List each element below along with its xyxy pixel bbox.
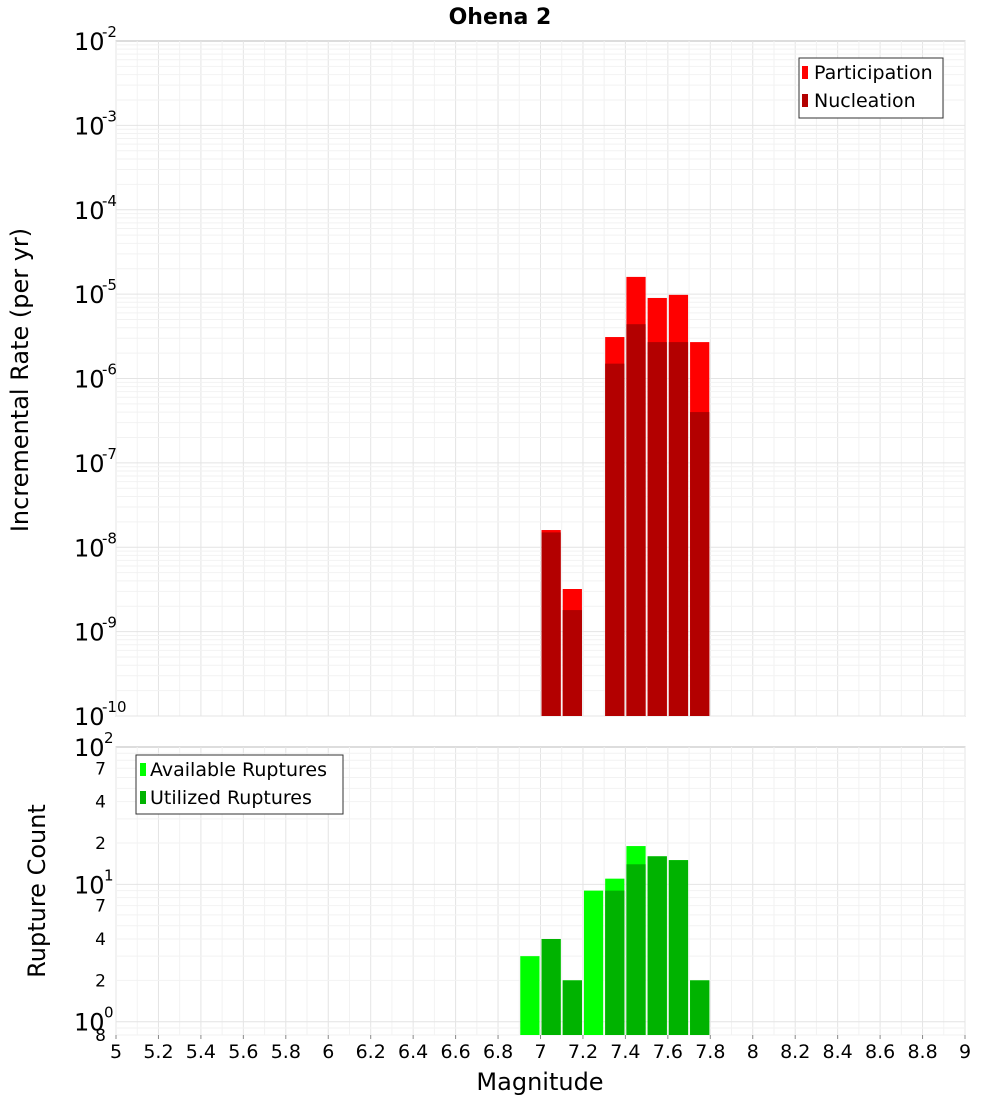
y-tick-exponent: 2 [104,729,114,747]
y-minor-tick-label: 2 [95,834,106,854]
y-tick-label: 10 [74,281,105,309]
count-legend: Available Ruptures Utilized Ruptures [135,754,344,815]
count-bar-utilized-ruptures [668,860,689,1035]
y-tick-label: 10 [74,703,105,731]
y-tick-exponent: -8 [102,529,117,547]
y-tick-exponent: -4 [102,192,117,210]
y-tick-exponent: -5 [102,276,117,294]
x-tick-label: 5.4 [186,1041,216,1063]
y-tick-label: 10 [74,619,105,647]
count-legend-box [135,754,344,815]
legend-label-nucleation: Nucleation [814,90,916,112]
rate-grid [115,41,966,717]
chart-title: Ohena 2 [449,5,552,30]
x-tick-label: 8.4 [823,1041,853,1063]
count-bar-utilized-ruptures [626,864,646,1035]
x-tick-label: 5.6 [228,1041,258,1063]
rate-plot: 10-210-310-410-510-610-710-810-910-10 In… [6,23,966,731]
rate-bar-nucleation [647,342,667,716]
x-tick-label: 6.8 [483,1041,513,1063]
y-tick-exponent: -7 [102,445,117,463]
count-bar-utilized-ruptures [562,980,582,1035]
x-tick-label: 5 [110,1041,122,1063]
x-tick-label: 7 [534,1041,546,1063]
count-bar-utilized-ruptures [541,939,561,1035]
x-tick-label: 8.2 [780,1041,810,1063]
y-tick-exponent: -2 [102,23,117,41]
y-tick-label: 10 [74,197,105,225]
y-minor-tick-label: 8 [95,1026,106,1046]
y-tick-label: 10 [74,871,105,899]
legend-label-utilized: Utilized Ruptures [150,787,312,809]
y-tick-label: 10 [74,112,105,140]
count-bar-utilized-ruptures [605,890,625,1035]
legend-label-available: Available Ruptures [150,759,327,781]
legend-swatch-utilized [140,791,146,804]
y-tick-label: 10 [74,534,105,562]
x-tick-label: 7.8 [695,1041,725,1063]
x-tick-label: 5.8 [271,1041,301,1063]
y-minor-tick-label: 2 [95,971,106,991]
y-minor-tick-label: 4 [95,793,106,813]
rate-bar-nucleation [668,342,689,716]
y-minor-tick-label: 7 [95,897,106,917]
y-tick-exponent: -9 [102,614,117,632]
rate-bar-nucleation [541,532,561,716]
y-tick-exponent: 1 [104,866,114,884]
legend-label-participation: Participation [814,62,933,84]
count-bar-available-ruptures [583,890,604,1035]
y-tick-exponent: 0 [104,1004,114,1022]
x-tick-label: 8 [747,1041,759,1063]
rate-y-ticks: 10-210-310-410-510-610-710-810-910-10 [74,23,127,731]
y-minor-tick-label: 7 [95,759,106,779]
x-tick-label: 8.8 [907,1041,937,1063]
x-tick-label: 6.2 [356,1041,386,1063]
y-minor-tick-label: 4 [95,930,106,950]
x-tick-label: 7.2 [568,1041,598,1063]
x-tick-label: 6 [322,1041,334,1063]
x-tick-label: 9 [959,1041,971,1063]
y-tick-label: 10 [74,28,105,56]
legend-swatch-nucleation [802,94,808,107]
count-bars [520,846,710,1035]
y-tick-exponent: -10 [102,698,127,716]
y-tick-label: 10 [74,1009,105,1037]
x-tick-label: 5.2 [143,1041,173,1063]
count-bar-available-ruptures [520,956,540,1035]
x-tick-label: 7.6 [653,1041,683,1063]
y-tick-label: 10 [74,366,105,394]
x-tick-label: 6.4 [398,1041,428,1063]
x-tick-label: 8.6 [865,1041,895,1063]
y-tick-exponent: -6 [102,361,117,379]
y-tick-label: 10 [74,734,105,762]
count-y-axis-label: Rupture Count [23,804,51,978]
x-tick-label: 6.6 [440,1041,470,1063]
count-bar-utilized-ruptures [647,856,667,1035]
legend-swatch-available [140,763,146,776]
x-tick-label: 7.4 [610,1041,640,1063]
x-axis-label: Magnitude [476,1068,603,1096]
rate-bar-nucleation [626,324,646,716]
y-tick-label: 10 [74,450,105,478]
rate-legend-box [798,57,944,119]
y-tick-exponent: -3 [102,107,117,125]
rate-bar-nucleation [690,412,710,716]
rate-bars [541,276,710,716]
rate-bar-nucleation [605,363,625,716]
rate-legend: Participation Nucleation [798,57,944,119]
x-axis-ticks: 5 5.2 5.4 5.6 5.8 6 6.2 6.4 6.6 6.8 7 7.2 7.4 7.6 7.8 8… [110,1035,971,1063]
count-bar-utilized-ruptures [690,980,710,1035]
rate-y-axis-label: Incremental Rate (per yr) [6,228,34,532]
legend-swatch-participation [802,66,808,79]
rate-bar-nucleation [562,610,582,716]
